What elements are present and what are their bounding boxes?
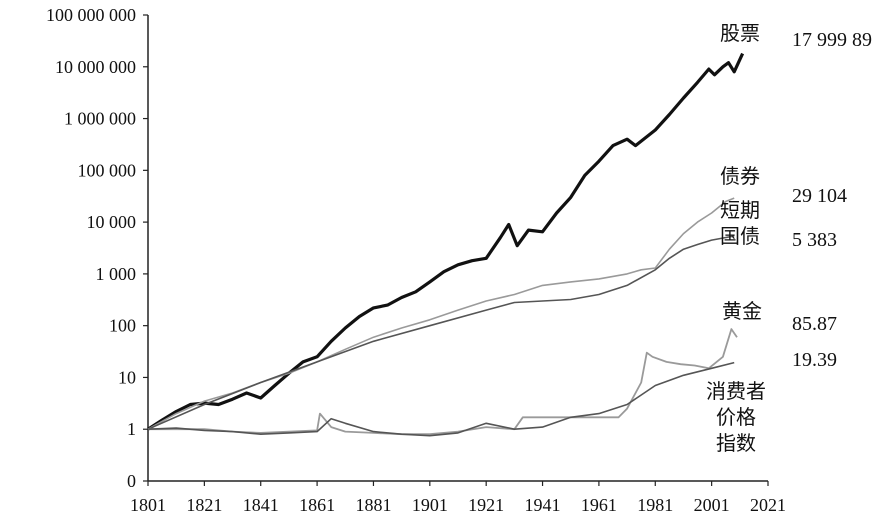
x-tick-label: 1941: [525, 495, 561, 515]
x-tick-label: 1921: [468, 495, 504, 515]
labels-layer: 股票 17 999 89 债券 29 104 短期国债 5 383 黄金 85.87 消费者价格…: [706, 21, 872, 455]
x-tick-label: 1961: [581, 495, 617, 515]
series-line-1: [147, 197, 735, 430]
y-tick-label: 0: [127, 471, 136, 491]
series-name-label-1: 债券: [720, 164, 760, 188]
y-tick-label: 1 000 000: [64, 109, 136, 129]
series-line-0: [147, 52, 745, 431]
y-tick-label: 10 000 000: [55, 57, 136, 77]
x-tick-label: 1841: [243, 495, 279, 515]
series-line-2: [147, 235, 735, 430]
series-end-value-1: 29 104: [792, 185, 847, 207]
y-tick-label: 100: [109, 316, 136, 336]
series-name-label-0: 股票: [720, 21, 760, 45]
series-name-label-4: 消费者价格指数: [706, 379, 766, 455]
x-tick-label: 2001: [694, 495, 730, 515]
series-line-4: [147, 361, 735, 437]
y-tick-label: 10: [118, 367, 136, 387]
axes: 0 1 10 100 1 000 10 000 100 000 1 000 000 10 000…: [46, 5, 786, 515]
x-tick-label: 1861: [299, 495, 335, 515]
series-end-value-0: 17 999 89: [792, 29, 872, 51]
y-tick-label: 100 000 000: [46, 5, 136, 25]
x-tick-label: 1821: [186, 495, 222, 515]
series-layer: [147, 52, 745, 437]
y-tick-label: 10 000: [87, 212, 137, 232]
series-end-value-3: 85.87: [792, 313, 837, 335]
x-tick-label: 1901: [412, 495, 448, 515]
y-tick-label: 100 000: [78, 160, 137, 180]
x-tick-label: 1981: [637, 495, 673, 515]
series-end-value-4: 19.39: [792, 349, 837, 371]
series-end-value-2: 5 383: [792, 229, 837, 251]
series-line-3: [148, 328, 738, 436]
x-tick-label: 1881: [355, 495, 391, 515]
series-name-label-2: 短期国债: [720, 198, 760, 248]
x-tick-label: 1801: [130, 495, 166, 515]
x-tick-label: 2021: [750, 495, 786, 515]
y-tick-label: 1 000: [96, 264, 137, 284]
y-tick-label: 1: [127, 419, 136, 439]
series-name-label-3: 黄金: [722, 299, 762, 323]
